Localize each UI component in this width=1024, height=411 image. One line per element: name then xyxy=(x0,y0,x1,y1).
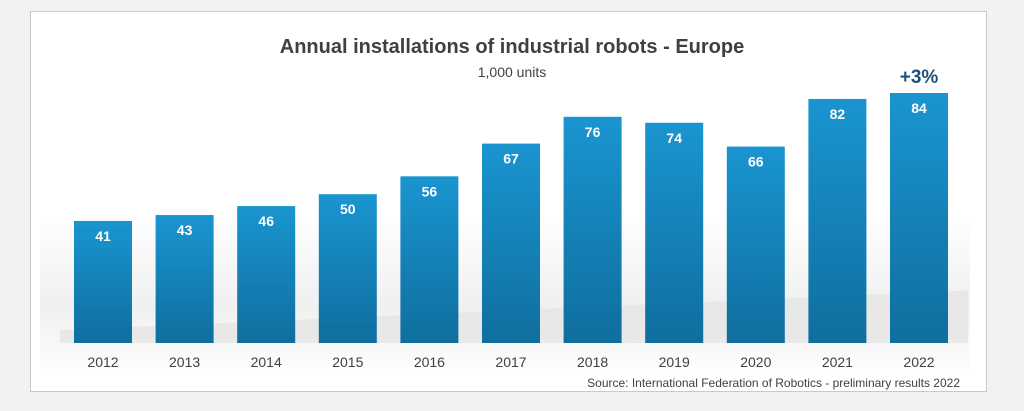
x-tick-label-2021: 2021 xyxy=(822,354,853,370)
bar-2014 xyxy=(237,206,296,343)
x-tick-label-2018: 2018 xyxy=(577,354,608,370)
x-tick-label-2019: 2019 xyxy=(659,354,690,370)
data-label-2017: 67 xyxy=(503,151,519,167)
data-label-2015: 50 xyxy=(340,201,356,217)
data-label-2021: 82 xyxy=(830,106,846,122)
bar-2012 xyxy=(74,220,132,343)
data-label-2022: 84 xyxy=(911,100,927,116)
bar-2013 xyxy=(155,215,214,343)
x-tick-label-2017: 2017 xyxy=(495,354,526,370)
data-label-2012: 41 xyxy=(95,228,111,244)
bar-2018 xyxy=(563,116,622,343)
x-tick-label-2020: 2020 xyxy=(740,354,771,370)
chart-subtitle: 1,000 units xyxy=(477,64,547,80)
data-label-2018: 76 xyxy=(585,124,601,140)
bars-group: 41 2012 43 2013 46 2014 50 2015 56 2016 67 2017 76 20… xyxy=(74,93,948,370)
data-label-2013: 43 xyxy=(177,222,193,238)
x-tick-label-2022: 2022 xyxy=(903,354,934,370)
bar-2020 xyxy=(726,146,785,343)
x-tick-label-2012: 2012 xyxy=(87,354,118,370)
data-label-2020: 66 xyxy=(748,154,764,170)
bar-2022 xyxy=(890,93,948,343)
x-tick-label-2013: 2013 xyxy=(169,354,200,370)
bar-2017 xyxy=(482,143,540,343)
chart-title: Annual installations of industrial robot… xyxy=(279,36,745,58)
bar-2021 xyxy=(808,98,867,343)
bar-2016 xyxy=(400,176,459,343)
x-tick-label-2014: 2014 xyxy=(251,354,282,370)
data-label-2014: 46 xyxy=(258,213,274,229)
bar-2015 xyxy=(318,194,377,343)
data-label-2019: 74 xyxy=(666,130,682,146)
bar-2019 xyxy=(645,122,704,343)
growth-annotation: +3% xyxy=(899,67,939,88)
data-label-2016: 56 xyxy=(422,183,438,199)
x-tick-label-2015: 2015 xyxy=(332,354,363,370)
chart-source: Source: International Federation of Robo… xyxy=(587,376,960,390)
x-tick-label-2016: 2016 xyxy=(414,354,445,370)
